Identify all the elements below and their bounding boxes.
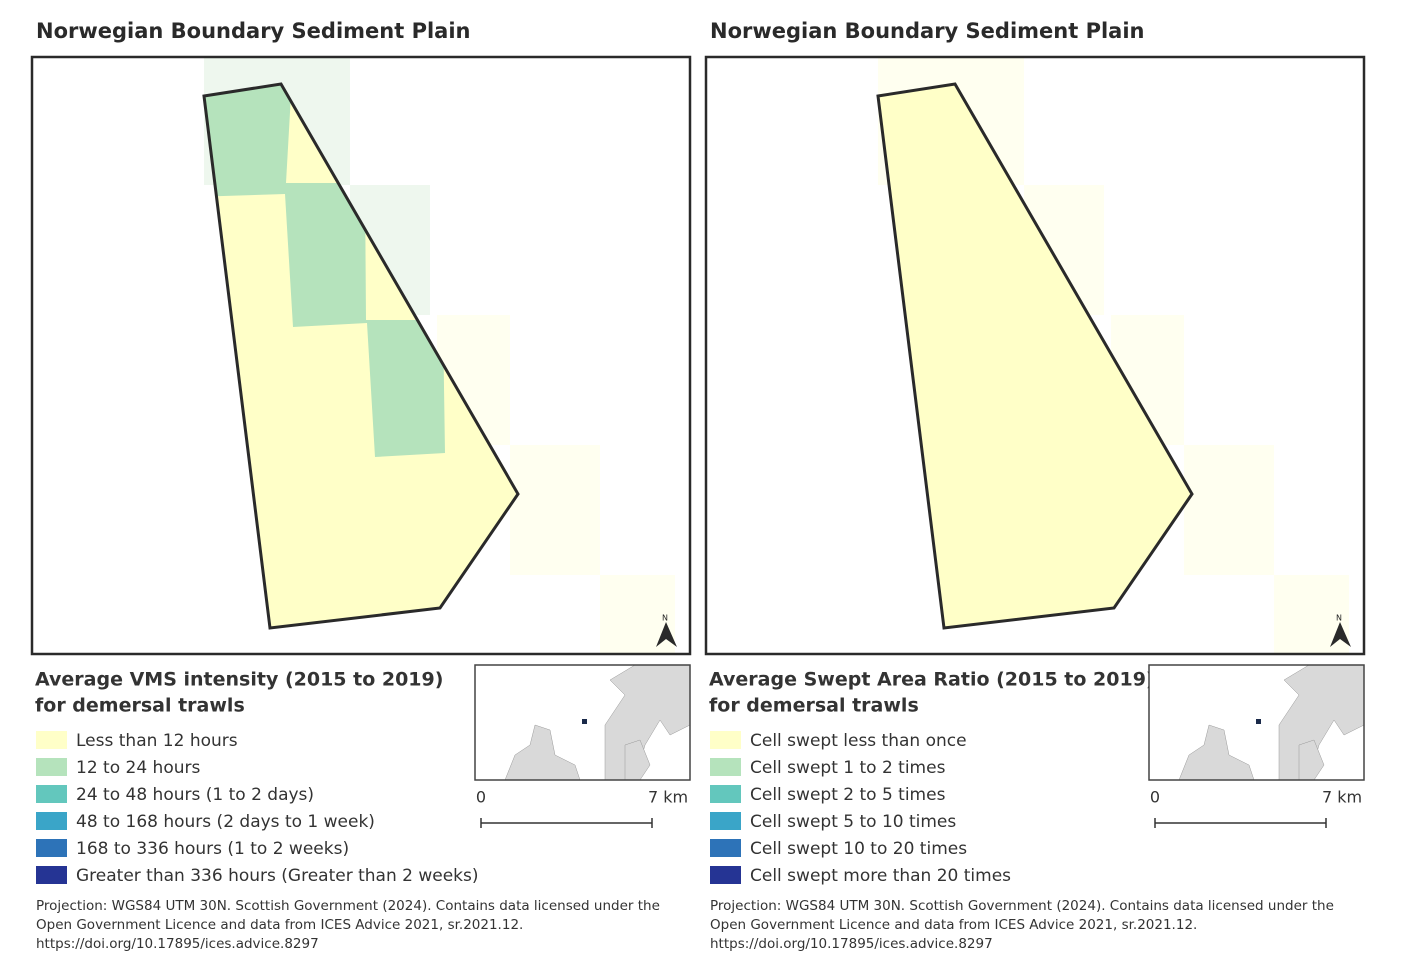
legend-label: 12 to 24 hours [76,758,200,778]
inset-land [504,724,581,781]
legend-swatch [36,812,67,830]
map-title: Norwegian Boundary Sediment Plain [710,19,1145,43]
legend-label: 24 to 48 hours (1 to 2 days) [76,785,314,805]
legend-label: 168 to 336 hours (1 to 2 weeks) [76,839,349,859]
site-boundary [876,82,1194,630]
legend-label: Greater than 336 hours (Greater than 2 w… [76,866,479,886]
legend-label: Cell swept 10 to 20 times [750,839,967,859]
cells [204,84,518,628]
inset-site [582,719,587,724]
legend-swatch [36,785,67,803]
legend-swatch [36,731,67,749]
legend-swatch [710,731,741,749]
legend-label: Cell swept 2 to 5 times [750,785,946,805]
inset-map [474,664,691,781]
legend-label: Cell swept 5 to 10 times [750,812,956,832]
scale-start: 0 [1150,788,1160,807]
legend-label: Cell swept 1 to 2 times [750,758,946,778]
inset-frame [474,664,691,781]
legend-title: Average Swept Area Ratio (2015 to 2019) [709,669,1155,691]
scale-start: 0 [476,788,486,807]
source-note: Open Government Licence and data from IC… [36,917,523,933]
map-frame [704,55,1366,656]
legend-label: Cell swept less than once [750,731,967,751]
cells [878,84,1192,628]
inset-land [624,739,651,781]
inset-frame [1148,664,1365,781]
site-boundary [202,82,520,630]
legend-swatch [710,812,741,830]
scale-bar [1154,818,1327,828]
legend-title: for demersal trawls [35,695,245,717]
legend-swatch [710,839,741,857]
north-arrow [1330,622,1351,647]
area-fill [204,84,518,628]
area-fill [878,84,1192,628]
legend-title: for demersal trawls [709,695,919,717]
source-note: Projection: WGS84 UTM 30N. Scottish Gove… [36,898,660,914]
source-note: https://doi.org/10.17895/ices.advice.829… [36,936,319,952]
inset-site [1256,719,1261,724]
source-note: Open Government Licence and data from IC… [710,917,1197,933]
panel: Norwegian Boundary Sediment Plain N Averag… [30,19,692,952]
legend-swatch [710,866,741,884]
legend-swatch [36,839,67,857]
panel: Norwegian Boundary Sediment Plain N Averag… [704,19,1366,952]
grid-cell [510,445,600,575]
map-frame [30,55,692,656]
legend-swatch [36,866,67,884]
inset-land [1298,739,1325,781]
north-label: N [662,614,668,623]
legend-title: Average VMS intensity (2015 to 2019) [35,669,443,691]
source-note: https://doi.org/10.17895/ices.advice.829… [710,936,993,952]
legend-label: Cell swept more than 20 times [750,866,1011,886]
map: N [704,55,1366,656]
map-title: Norwegian Boundary Sediment Plain [36,19,471,43]
source-note: Projection: WGS84 UTM 30N. Scottish Gove… [710,898,1334,914]
inset-map [1148,664,1365,781]
north-arrow [656,622,677,647]
scale-bar [480,818,653,828]
legend-swatch [36,758,67,776]
inset-land [1178,724,1255,781]
legend-swatch [710,758,741,776]
legend-swatch [710,785,741,803]
map: N [30,55,692,656]
grid-cell [1184,445,1274,575]
scale-end: 7 km [1322,788,1362,807]
north-label: N [1336,614,1342,623]
legend-label: 48 to 168 hours (2 days to 1 week) [76,812,375,832]
legend-label: Less than 12 hours [76,731,238,751]
scale-end: 7 km [648,788,688,807]
cell-high [204,84,445,457]
